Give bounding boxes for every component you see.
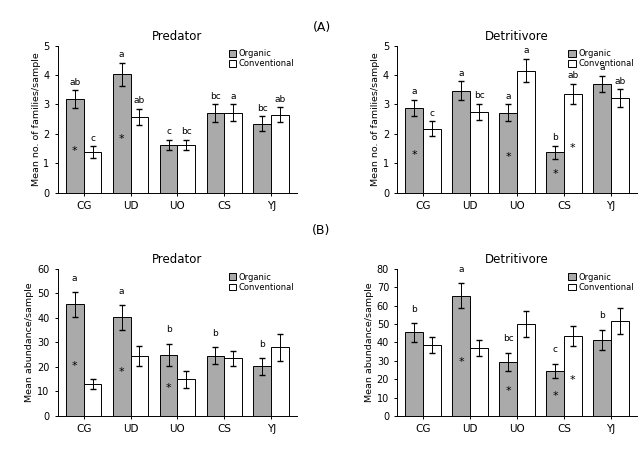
Text: a: a [458, 69, 464, 78]
Bar [271, 347, 289, 416]
Legend: Organic, Conventional: Organic, Conventional [568, 48, 635, 69]
Text: *: * [119, 367, 125, 377]
Bar [66, 99, 84, 192]
Bar [84, 384, 102, 416]
Bar [564, 94, 582, 192]
Text: b: b [412, 305, 417, 314]
Bar [271, 115, 289, 192]
Text: a: a [119, 287, 124, 296]
Text: bc: bc [257, 104, 267, 112]
Text: ab: ab [275, 95, 285, 104]
Text: ab: ab [567, 71, 579, 80]
Text: ab: ab [69, 78, 80, 87]
Text: *: * [166, 383, 171, 393]
Bar [206, 113, 224, 192]
Legend: Organic, Conventional: Organic, Conventional [228, 48, 295, 69]
Y-axis label: Mean abundance/sample: Mean abundance/sample [25, 282, 34, 402]
Text: a: a [505, 92, 511, 101]
Text: *: * [458, 357, 464, 367]
Y-axis label: Mean no. of families/sample: Mean no. of families/sample [32, 52, 41, 186]
Bar [177, 379, 195, 416]
Text: a: a [458, 265, 464, 274]
Bar [611, 321, 629, 416]
Text: a: a [230, 92, 236, 101]
Bar [517, 324, 535, 416]
Text: c: c [166, 127, 171, 136]
Y-axis label: Mean abundance/sample: Mean abundance/sample [365, 282, 374, 402]
Bar [206, 356, 224, 416]
Bar [113, 74, 131, 192]
Text: b: b [166, 325, 172, 335]
Bar [423, 345, 441, 416]
Bar [224, 113, 242, 192]
Text: (A): (A) [312, 21, 331, 33]
Text: a: a [119, 50, 124, 59]
Text: bc: bc [503, 335, 514, 343]
Text: *: * [505, 387, 511, 397]
Text: *: * [570, 143, 575, 153]
Bar [423, 128, 441, 192]
Bar [66, 304, 84, 416]
Text: c: c [90, 134, 95, 143]
Bar [452, 296, 470, 416]
Title: Predator: Predator [152, 30, 203, 43]
Y-axis label: Mean no. of families/sample: Mean no. of families/sample [371, 52, 380, 186]
Bar [517, 71, 535, 192]
Text: a: a [599, 63, 604, 72]
Bar [253, 367, 271, 416]
Bar [405, 332, 423, 416]
Title: Detritivore: Detritivore [485, 254, 549, 266]
Text: b: b [599, 311, 605, 320]
Bar [177, 145, 195, 192]
Bar [593, 84, 611, 192]
Bar [113, 318, 131, 416]
Text: b: b [213, 329, 218, 338]
Bar [470, 112, 488, 192]
Text: *: * [552, 391, 557, 401]
Bar [159, 355, 177, 416]
Legend: Organic, Conventional: Organic, Conventional [568, 271, 635, 292]
Text: *: * [72, 145, 78, 155]
Legend: Organic, Conventional: Organic, Conventional [228, 271, 295, 292]
Text: *: * [119, 134, 125, 144]
Text: b: b [552, 133, 558, 142]
Text: b: b [259, 340, 265, 349]
Bar [564, 336, 582, 416]
Text: ab: ab [134, 96, 145, 105]
Title: Detritivore: Detritivore [485, 30, 549, 43]
Bar [546, 371, 564, 416]
Bar [452, 90, 470, 192]
Title: Predator: Predator [152, 254, 203, 266]
Bar [224, 358, 242, 416]
Bar [470, 348, 488, 416]
Text: *: * [570, 375, 575, 385]
Text: a: a [72, 274, 78, 283]
Bar [546, 152, 564, 192]
Bar [131, 356, 149, 416]
Text: bc: bc [474, 91, 484, 100]
Text: a: a [412, 87, 417, 96]
Bar [253, 123, 271, 192]
Text: *: * [505, 152, 511, 162]
Text: (B): (B) [312, 224, 331, 237]
Bar [499, 113, 517, 192]
Bar [84, 152, 102, 192]
Bar [159, 145, 177, 192]
Bar [593, 340, 611, 416]
Text: *: * [552, 170, 557, 180]
Text: c: c [430, 108, 435, 117]
Text: a: a [523, 46, 529, 55]
Text: *: * [72, 361, 78, 371]
Bar [611, 98, 629, 192]
Bar [499, 361, 517, 416]
Bar [405, 108, 423, 192]
Text: bc: bc [210, 92, 221, 101]
Text: bc: bc [181, 127, 192, 136]
Bar [131, 117, 149, 192]
Text: *: * [412, 149, 417, 159]
Text: c: c [552, 345, 557, 354]
Text: ab: ab [614, 76, 625, 85]
